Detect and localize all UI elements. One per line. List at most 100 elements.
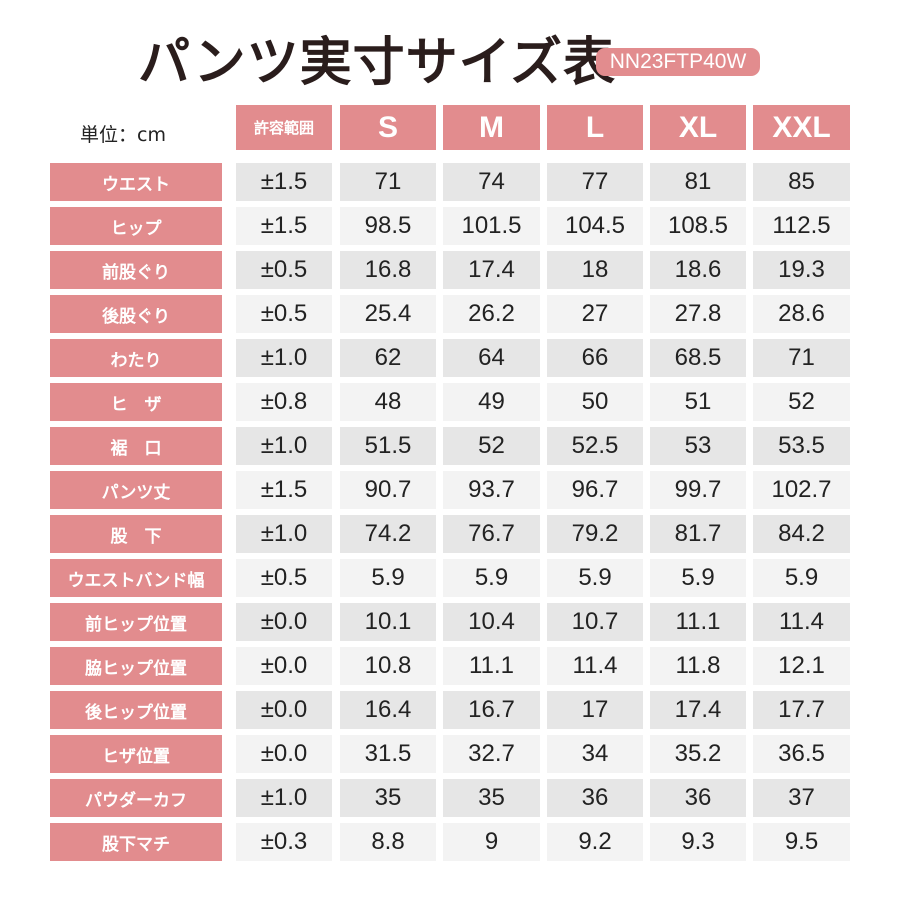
tolerance-cell: ±0.3 xyxy=(236,823,332,861)
size-value-cell: 16.7 xyxy=(443,691,540,729)
size-value-cell: 9.3 xyxy=(650,823,746,861)
tolerance-cell: ±1.0 xyxy=(236,339,332,377)
size-value-cell: 93.7 xyxy=(443,471,540,509)
header-size-l: L xyxy=(547,105,643,150)
row-label: パンツ丈 xyxy=(50,471,222,509)
row-label: 裾 口 xyxy=(50,427,222,465)
size-value-cell: 11.8 xyxy=(650,647,746,685)
size-value-cell: 52 xyxy=(753,383,850,421)
size-value-cell: 76.7 xyxy=(443,515,540,553)
row-label: ウエスト xyxy=(50,163,222,201)
size-value-cell: 53.5 xyxy=(753,427,850,465)
size-value-cell: 108.5 xyxy=(650,207,746,245)
size-value-cell: 36 xyxy=(650,779,746,817)
row-label: 前ヒップ位置 xyxy=(50,603,222,641)
size-value-cell: 27.8 xyxy=(650,295,746,333)
row-label: パウダーカフ xyxy=(50,779,222,817)
size-value-cell: 49 xyxy=(443,383,540,421)
size-value-cell: 17.4 xyxy=(443,251,540,289)
size-value-cell: 16.8 xyxy=(340,251,436,289)
row-label: ヒ ザ xyxy=(50,383,222,421)
size-value-cell: 84.2 xyxy=(753,515,850,553)
size-value-cell: 5.9 xyxy=(443,559,540,597)
size-value-cell: 71 xyxy=(753,339,850,377)
size-value-cell: 48 xyxy=(340,383,436,421)
row-label: 後股ぐり xyxy=(50,295,222,333)
size-value-cell: 35 xyxy=(340,779,436,817)
size-value-cell: 79.2 xyxy=(547,515,643,553)
size-value-cell: 98.5 xyxy=(340,207,436,245)
size-value-cell: 51.5 xyxy=(340,427,436,465)
size-value-cell: 19.3 xyxy=(753,251,850,289)
size-value-cell: 102.7 xyxy=(753,471,850,509)
row-label: 股下マチ xyxy=(50,823,222,861)
size-value-cell: 5.9 xyxy=(753,559,850,597)
header-size-xl: XL xyxy=(650,105,746,150)
size-value-cell: 71 xyxy=(340,163,436,201)
row-label: 股 下 xyxy=(50,515,222,553)
size-value-cell: 77 xyxy=(547,163,643,201)
size-value-cell: 17.7 xyxy=(753,691,850,729)
size-value-cell: 104.5 xyxy=(547,207,643,245)
page-title: パンツ実寸サイズ表 xyxy=(138,33,617,93)
size-value-cell: 27 xyxy=(547,295,643,333)
row-label: 後ヒップ位置 xyxy=(50,691,222,729)
size-value-cell: 74.2 xyxy=(340,515,436,553)
size-value-cell: 18 xyxy=(547,251,643,289)
row-label: 脇ヒップ位置 xyxy=(50,647,222,685)
tolerance-cell: ±0.0 xyxy=(236,691,332,729)
row-label: ウエストバンド幅 xyxy=(50,559,222,597)
size-value-cell: 50 xyxy=(547,383,643,421)
tolerance-cell: ±1.0 xyxy=(236,515,332,553)
tolerance-cell: ±0.5 xyxy=(236,559,332,597)
tolerance-cell: ±1.0 xyxy=(236,779,332,817)
header-size-m: M xyxy=(443,105,540,150)
size-value-cell: 35 xyxy=(443,779,540,817)
size-value-cell: 35.2 xyxy=(650,735,746,773)
size-value-cell: 28.6 xyxy=(753,295,850,333)
unit-label: 単位：cm xyxy=(80,124,166,146)
size-value-cell: 9.2 xyxy=(547,823,643,861)
size-value-cell: 9.5 xyxy=(753,823,850,861)
tolerance-cell: ±0.5 xyxy=(236,295,332,333)
size-value-cell: 5.9 xyxy=(340,559,436,597)
size-value-cell: 36 xyxy=(547,779,643,817)
size-value-cell: 34 xyxy=(547,735,643,773)
size-value-cell: 10.8 xyxy=(340,647,436,685)
tolerance-cell: ±0.0 xyxy=(236,603,332,641)
size-value-cell: 26.2 xyxy=(443,295,540,333)
size-value-cell: 51 xyxy=(650,383,746,421)
size-value-cell: 11.4 xyxy=(547,647,643,685)
size-value-cell: 8.8 xyxy=(340,823,436,861)
row-label: わたり xyxy=(50,339,222,377)
tolerance-cell: ±0.5 xyxy=(236,251,332,289)
size-value-cell: 81.7 xyxy=(650,515,746,553)
size-value-cell: 96.7 xyxy=(547,471,643,509)
size-value-cell: 12.1 xyxy=(753,647,850,685)
row-label: ヒザ位置 xyxy=(50,735,222,773)
size-value-cell: 64 xyxy=(443,339,540,377)
size-value-cell: 112.5 xyxy=(753,207,850,245)
tolerance-cell: ±1.5 xyxy=(236,207,332,245)
size-value-cell: 66 xyxy=(547,339,643,377)
row-label: 前股ぐり xyxy=(50,251,222,289)
size-value-cell: 18.6 xyxy=(650,251,746,289)
tolerance-cell: ±1.5 xyxy=(236,163,332,201)
header-size-s: S xyxy=(340,105,436,150)
size-value-cell: 11.1 xyxy=(650,603,746,641)
size-value-cell: 32.7 xyxy=(443,735,540,773)
size-value-cell: 10.4 xyxy=(443,603,540,641)
size-value-cell: 16.4 xyxy=(340,691,436,729)
size-value-cell: 31.5 xyxy=(340,735,436,773)
size-value-cell: 101.5 xyxy=(443,207,540,245)
size-value-cell: 62 xyxy=(340,339,436,377)
model-code-badge: NN23FTP40W xyxy=(596,48,760,76)
size-value-cell: 10.7 xyxy=(547,603,643,641)
tolerance-cell: ±1.0 xyxy=(236,427,332,465)
tolerance-cell: ±1.5 xyxy=(236,471,332,509)
tolerance-cell: ±0.0 xyxy=(236,735,332,773)
size-value-cell: 5.9 xyxy=(547,559,643,597)
size-value-cell: 52 xyxy=(443,427,540,465)
size-value-cell: 74 xyxy=(443,163,540,201)
size-value-cell: 81 xyxy=(650,163,746,201)
